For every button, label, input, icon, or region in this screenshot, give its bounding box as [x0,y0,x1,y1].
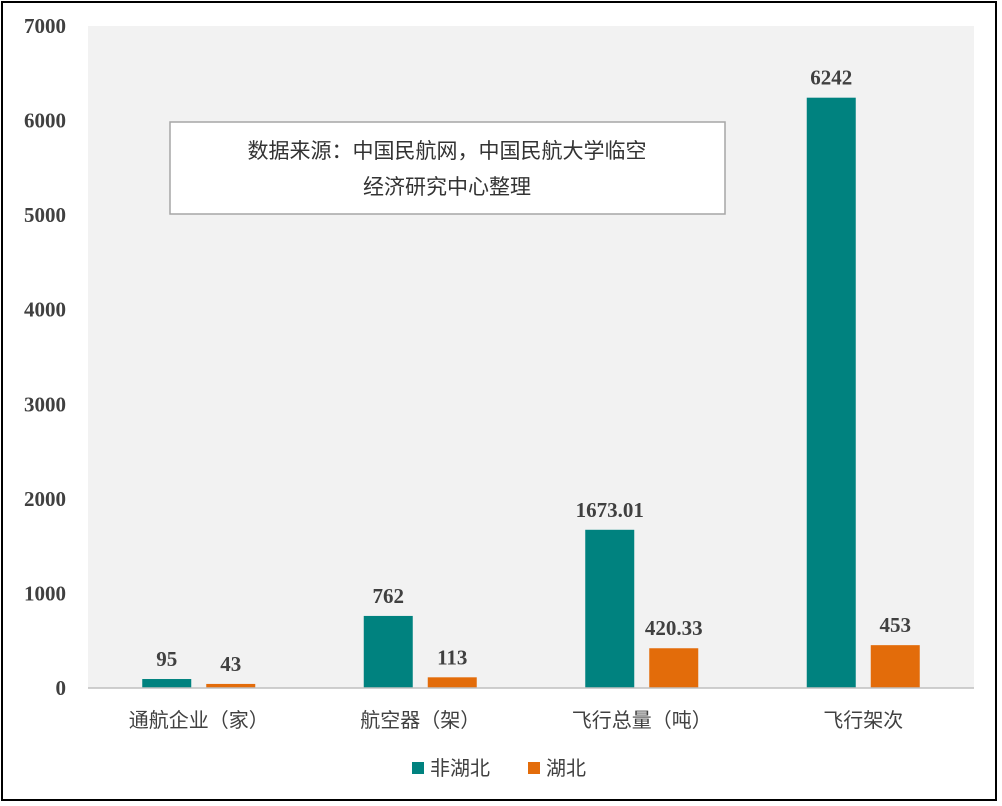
y-tick-label: 4000 [24,298,66,322]
source-note-line-1: 数据来源：中国民航网，中国民航大学临空 [248,139,647,163]
y-tick-label: 2000 [24,487,66,511]
bar-series-1 [585,529,635,688]
y-tick-label: 6000 [24,109,66,133]
x-category-label: 飞行架次 [823,708,903,732]
legend-label-series-2: 湖北 [546,756,586,780]
y-tick-label: 0 [56,676,67,700]
data-label: 420.33 [645,616,703,640]
y-tick-label: 1000 [24,581,66,605]
data-label: 453 [880,613,912,637]
y-tick-label: 3000 [24,392,66,416]
legend-swatch-series-1 [412,762,424,774]
x-category-label: 飞行总量（吨） [572,708,712,732]
x-category-label: 航空器（架） [360,708,480,732]
x-category-label: 通航企业（家） [129,708,269,732]
data-label: 43 [220,652,241,676]
data-label: 1673.01 [576,498,644,522]
source-note-line-2: 经济研究中心整理 [363,175,531,199]
bar-series-2 [870,645,920,688]
y-tick-label: 5000 [24,203,66,227]
x-axis-categories: 通航企业（家） 航空器（架） 飞行总量（吨） 飞行架次 [129,708,904,732]
bars [142,97,920,689]
y-axis-ticks: 0 1000 2000 3000 4000 5000 6000 7000 [24,14,66,700]
data-labels: 95 43 762 113 1673.01 420.33 6242 453 [156,66,911,676]
bar-series-2 [206,683,256,688]
legend: 非湖北 湖北 [412,756,586,780]
y-tick-label: 7000 [24,14,66,38]
legend-label-series-1: 非湖北 [430,756,490,780]
bar-series-1 [806,97,856,689]
bar-series-2 [649,648,699,688]
bar-series-1 [363,615,413,688]
bar-series-1 [142,679,192,688]
data-label: 762 [373,584,405,608]
legend-swatch-series-2 [528,762,540,774]
source-note-box: 数据来源：中国民航网，中国民航大学临空 经济研究中心整理 [169,121,726,215]
bar-series-2 [427,677,477,688]
data-label: 113 [437,645,467,669]
data-label: 6242 [810,66,852,90]
data-label: 95 [156,647,177,671]
